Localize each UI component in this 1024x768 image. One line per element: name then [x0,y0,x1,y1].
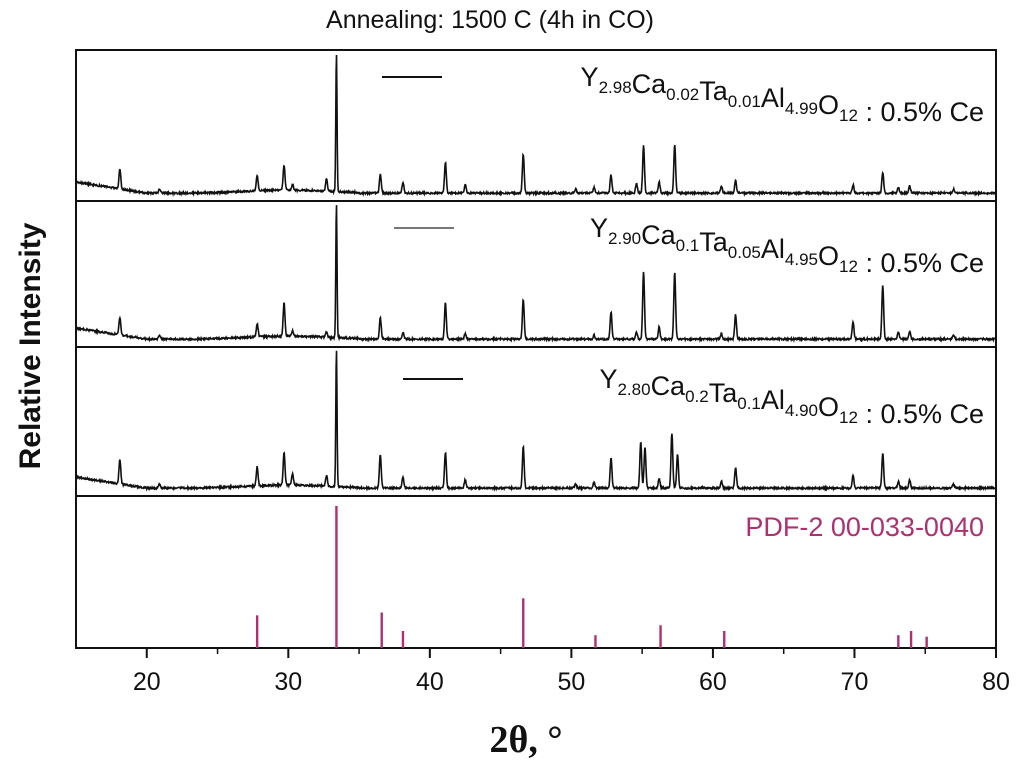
x-axis-ticks: 20 30 40 50 60 70 80 [133,648,1010,696]
x-tick-label: 20 [133,668,161,696]
pattern-panel-2: Y2.90Ca0.1Ta0.05Al4.95O12 : 0.5% Ce [75,200,997,348]
chart-title: Annealing: 1500 C (4h in CO) [326,6,654,34]
plot-panels: Y2.98Ca0.02Ta0.01Al4.99O12 : 0.5% Ce Y2.9… [75,49,997,649]
legend-label: Y2.98Ca0.02Ta0.01Al4.99O12 : 0.5% Ce [581,62,984,127]
x-tick-label: 40 [416,668,444,696]
legend-label: Y2.90Ca0.1Ta0.05Al4.95O12 : 0.5% Ce [590,213,984,278]
pattern-line-3 [75,350,997,493]
x-tick-label: 80 [982,668,1010,696]
pattern-panel-3: Y2.80Ca0.2Ta0.1Al4.90O12 : 0.5% Ce [75,346,997,497]
panel-frame [75,495,997,649]
y-axis-label: Relative Intensity [14,222,47,469]
reference-panel: PDF-2 00-033-0040 [75,495,997,649]
x-tick-label: 30 [274,668,302,696]
x-tick-label: 60 [699,668,727,696]
reference-label: PDF-2 00-033-0040 [745,512,984,542]
x-tick-label: 50 [557,668,585,696]
pattern-line-2 [75,205,997,344]
x-tick-label: 70 [841,668,869,696]
pattern-line-1 [75,55,997,198]
legend-label: Y2.80Ca0.2Ta0.1Al4.90O12 : 0.5% Ce [599,364,984,429]
x-axis-label: 2θ, ° [489,719,562,761]
pattern-panel-1: Y2.98Ca0.02Ta0.01Al4.99O12 : 0.5% Ce [75,49,997,202]
